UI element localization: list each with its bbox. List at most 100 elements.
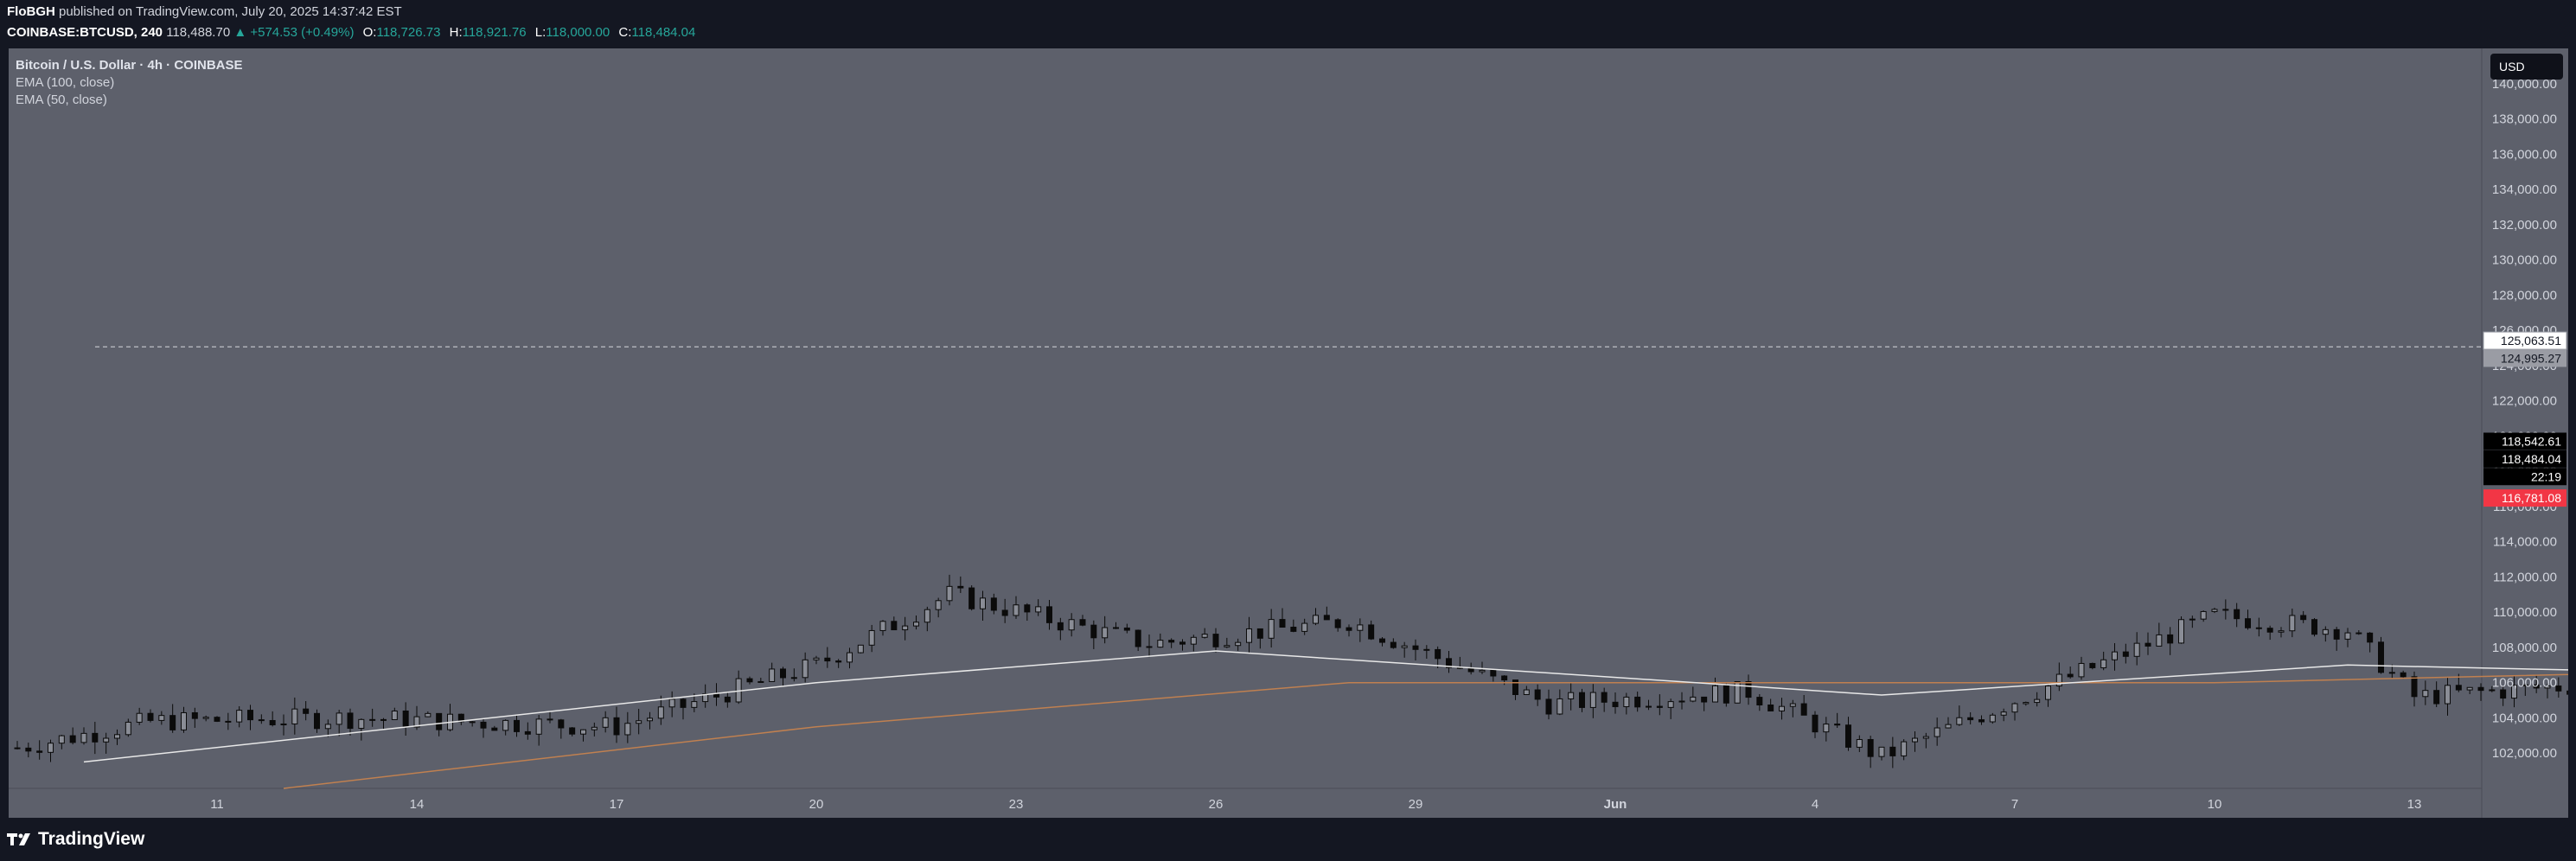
candle (946, 574, 953, 606)
time-tick-label: 23 (1009, 797, 1024, 812)
candle (769, 662, 776, 682)
tradingview-logo[interactable]: TradingView (7, 829, 144, 850)
candle (2511, 675, 2517, 708)
legend-ema50[interactable]: EMA (50, close) (16, 92, 107, 107)
ema50-line (83, 650, 2576, 763)
candle (569, 727, 576, 737)
candle (1934, 718, 1940, 746)
candle (2200, 610, 2207, 622)
candle (181, 706, 187, 733)
candle (990, 593, 997, 615)
candle (668, 691, 675, 718)
alert-price-label-bg (2483, 489, 2566, 507)
candle-body (2266, 628, 2273, 633)
candle (202, 715, 209, 722)
chart-area[interactable]: 102,000.00 104,000.00 106,000.00 108,000.00… (9, 48, 2576, 818)
candle (514, 714, 520, 737)
candle (2255, 617, 2262, 637)
candle (2089, 662, 2096, 670)
candle (1135, 629, 1141, 651)
candle (191, 707, 198, 728)
candle-body (2089, 662, 2096, 668)
candle (702, 684, 709, 708)
candle (2311, 618, 2317, 637)
candle (2355, 629, 2362, 635)
candle-body (724, 696, 731, 703)
candle (1279, 608, 1286, 628)
candle-body (2011, 703, 2018, 713)
candle (1579, 688, 1585, 712)
candle (1823, 717, 1830, 742)
candle (957, 576, 964, 593)
candle-body (136, 712, 143, 723)
candle-body (502, 719, 509, 731)
legend-title[interactable]: Bitcoin / U.S. Dollar · 4h · COINBASE (16, 58, 243, 73)
candle (169, 704, 176, 733)
quote-line: COINBASE:BTCUSD, 240 118,488.70 ▲ +574.5… (7, 25, 695, 40)
price-value: 118,488.70 (166, 25, 231, 40)
time-tick-label: Jun (1604, 797, 1627, 812)
candle (1612, 692, 1619, 714)
candle (1268, 609, 1275, 648)
candle (2466, 686, 2473, 694)
candle (291, 697, 298, 735)
legend-ema100[interactable]: EMA (100, close) (16, 75, 115, 90)
candle (2211, 608, 2218, 614)
price-chart[interactable]: 102,000.00 104,000.00 106,000.00 108,000.00… (9, 48, 2576, 818)
candle-body (358, 718, 365, 730)
candle-body (1013, 604, 1020, 616)
candle (1745, 674, 1752, 705)
candle (158, 711, 165, 725)
candle (80, 727, 87, 745)
candle-body (169, 715, 176, 730)
candle (236, 705, 243, 728)
candle (891, 616, 898, 631)
candle (1179, 639, 1186, 651)
candle-body (2533, 684, 2540, 689)
candle-body (2000, 711, 2007, 716)
candle-body (1523, 689, 1530, 695)
candle-body (1423, 648, 1430, 651)
candle (1534, 684, 1541, 706)
candle (114, 729, 120, 745)
candle-body (1346, 627, 1352, 631)
candle (1301, 618, 1308, 635)
low-value: 118,000.00 (546, 25, 610, 40)
candle (1079, 615, 1086, 627)
candle-body (2489, 689, 2496, 692)
candle (425, 711, 431, 718)
last-price-label-1-bg (2483, 432, 2566, 450)
close-label: C: (618, 25, 632, 40)
candle-body (402, 710, 409, 728)
candle (1190, 635, 1197, 652)
candle (1035, 599, 1042, 616)
candle-body (2245, 618, 2251, 628)
candle (1412, 639, 1419, 660)
time-tick-label: 26 (1209, 797, 1224, 812)
candle-body (1767, 705, 1774, 711)
chart-legend: Bitcoin / U.S. Dollar · 4h · COINBASE EM… (16, 57, 243, 109)
candle (502, 719, 509, 736)
candle (2078, 656, 2085, 680)
candle (2422, 680, 2429, 705)
author-name[interactable]: FloBGH (7, 4, 55, 19)
price-tick-label: 108,000.00 (2492, 641, 2557, 655)
last-price-label-1: 118,542.61 (2502, 434, 2561, 448)
candle-body (524, 730, 531, 735)
candle-body (1856, 738, 1863, 748)
candle-body (480, 721, 487, 729)
candle (1889, 737, 1896, 769)
candle-body (1334, 619, 1341, 628)
candle (580, 729, 586, 742)
currency-button[interactable]: USD (2490, 54, 2563, 80)
candle (1346, 624, 1352, 637)
candle-body (1401, 645, 1408, 648)
bottom-bar: TradingView (0, 818, 2576, 861)
close-value: 118,484.04 (631, 25, 696, 40)
plot-area (9, 48, 2482, 818)
candle-body (80, 732, 87, 743)
candle-body (1867, 738, 1874, 757)
candle (2433, 681, 2440, 707)
candle-body (1589, 692, 1596, 708)
candle (1989, 712, 1996, 724)
